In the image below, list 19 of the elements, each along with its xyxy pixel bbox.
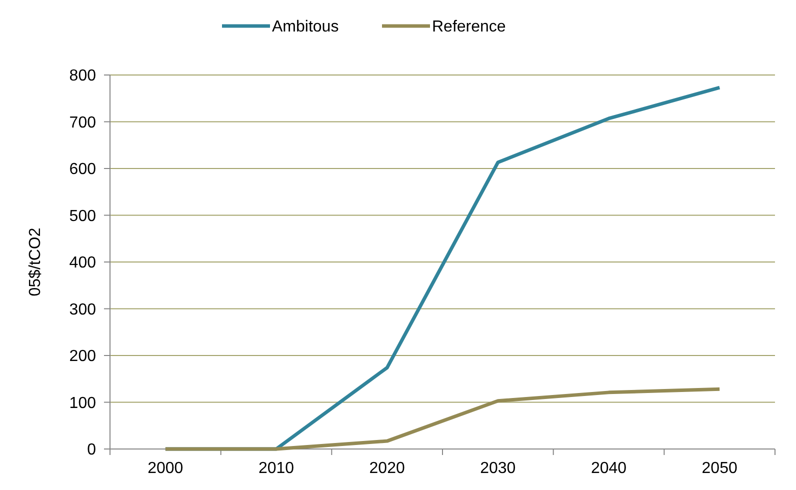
y-tick-label: 700: [69, 114, 96, 132]
y-tick-label: 200: [69, 348, 96, 366]
y-tick-label: 800: [69, 68, 96, 85]
x-tick-label: 2020: [369, 460, 405, 477]
x-tick-label: 2010: [258, 460, 294, 477]
y-axis-title: 05$/tCO2: [27, 228, 44, 296]
line-series: [164, 387, 722, 451]
legend-label: Ambitous: [272, 18, 339, 36]
x-tick-label: 2050: [702, 460, 738, 477]
y-tick-label: 0: [87, 442, 96, 459]
y-tick-label: 300: [69, 301, 96, 318]
x-tick-label: 2030: [480, 460, 516, 477]
y-tick-label: 100: [69, 394, 96, 412]
y-tick-label: 500: [69, 208, 96, 225]
x-tick-label: 2040: [590, 460, 627, 477]
y-tick-label: 400: [69, 254, 96, 272]
y-tick-label: 600: [69, 161, 96, 178]
legend-label: Reference: [432, 18, 506, 36]
x-tick-label: 2000: [148, 460, 184, 477]
